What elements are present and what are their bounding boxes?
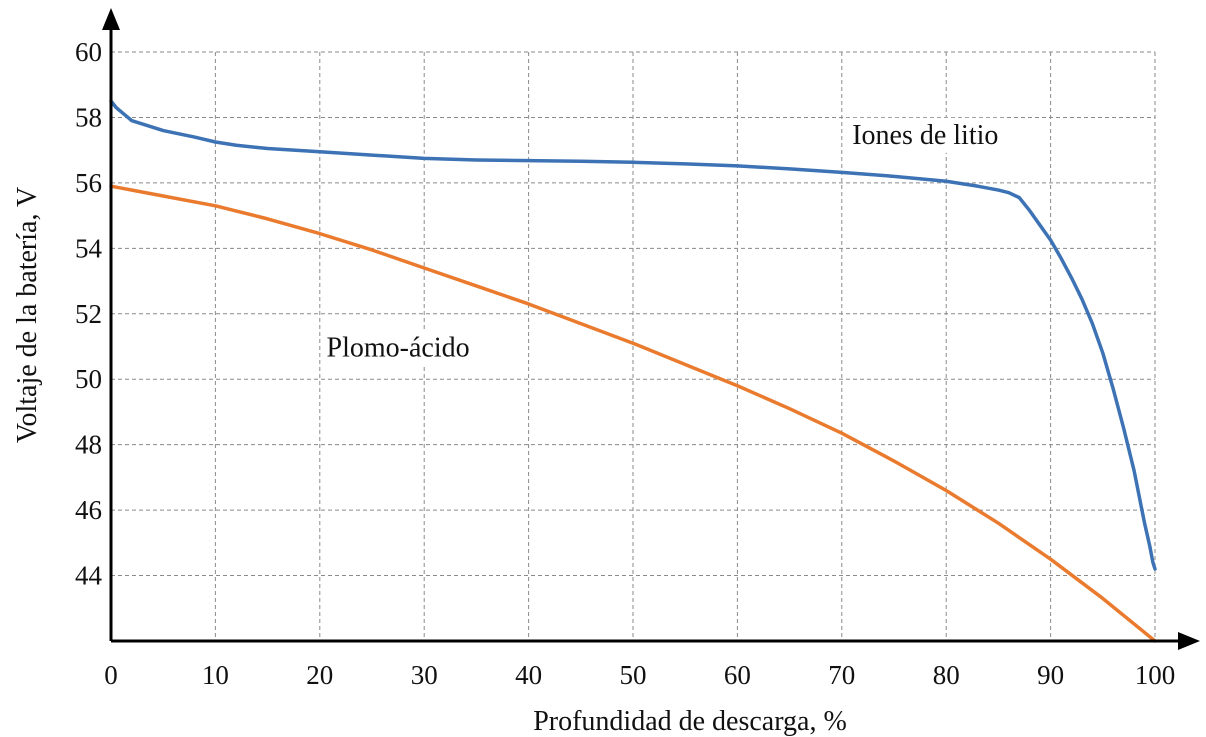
x-tick-label-0: 0	[104, 660, 118, 690]
y-tick-label-46: 46	[75, 495, 102, 525]
y-axis-arrow-icon	[102, 8, 120, 30]
y-tick-label-56: 56	[75, 168, 102, 198]
y-tick-label-52: 52	[75, 299, 102, 329]
annotation-lithium-ion-group: Iones de litio	[846, 117, 1005, 153]
annotation-lead-acid-background	[320, 330, 476, 366]
x-tick-label-100: 100	[1135, 660, 1176, 690]
y-tick-label-48: 48	[75, 430, 102, 460]
x-tick-label-60: 60	[724, 660, 751, 690]
annotation-lithium-ion-background	[846, 117, 1005, 153]
x-axis-title: Profundidad de descarga, %	[533, 706, 847, 737]
axes	[102, 8, 1200, 650]
x-tick-label-90: 90	[1037, 660, 1064, 690]
x-tick-label-70: 70	[828, 660, 855, 690]
grid	[111, 51, 1156, 641]
y-tick-label-54: 54	[75, 233, 103, 263]
y-tick-label-60: 60	[75, 37, 102, 67]
annotation-lithium-ion: Iones de litio	[852, 120, 998, 151]
annotation-lead-acid-group: Plomo-ácido	[320, 330, 476, 366]
y-tick-label-44: 44	[75, 561, 103, 591]
tick-labels: 0 10 20 30 40 50 60 70 80 90 100 44 46 48 50 52 54 56 58 60	[75, 37, 1175, 690]
y-tick-label-50: 50	[75, 364, 102, 394]
series-line-lead-acid	[109, 184, 1157, 643]
series-group	[109, 99, 1157, 643]
series-line-lithium-ion	[109, 99, 1157, 571]
x-axis-arrow-icon	[1178, 632, 1200, 650]
x-tick-label-10: 10	[202, 660, 229, 690]
x-tick-label-40: 40	[515, 660, 542, 690]
x-tick-label-50: 50	[620, 660, 647, 690]
x-tick-label-80: 80	[933, 660, 960, 690]
annotation-lead-acid: Plomo-ácido	[327, 333, 470, 364]
annotations-group: Iones de litio Plomo-ácido	[320, 117, 1005, 366]
x-tick-label-30: 30	[411, 660, 438, 690]
y-tick-label-58: 58	[75, 102, 102, 132]
y-axis-title: Voltaje de la batería, V	[12, 187, 43, 443]
x-tick-label-20: 20	[306, 660, 333, 690]
